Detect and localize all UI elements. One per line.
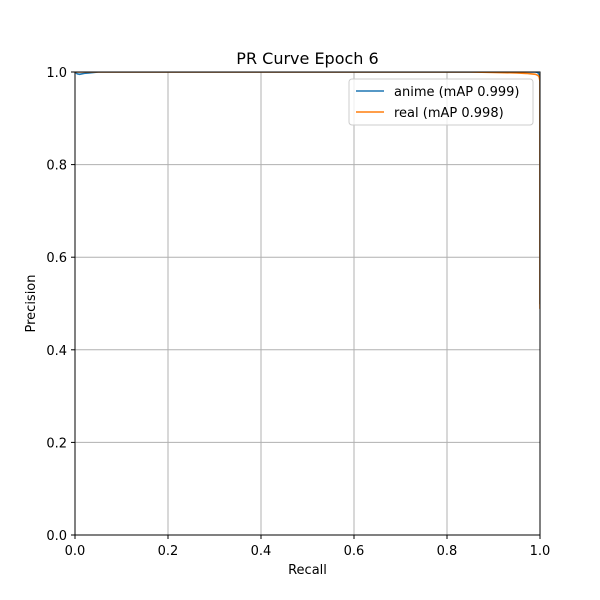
- legend: anime (mAP 0.999) real (mAP 0.998): [348, 78, 534, 126]
- x-tick-label: 0.6: [344, 544, 365, 559]
- y-tick-label: 0.4: [46, 344, 67, 359]
- legend-box: [348, 78, 534, 126]
- x-tick-label: 1.0: [530, 544, 551, 559]
- chart-title: PR Curve Epoch 6: [236, 49, 378, 68]
- y-axis-label: Precision: [24, 274, 39, 332]
- x-tick-label: 0.0: [65, 544, 86, 559]
- y-tick-label: 0.6: [46, 251, 67, 266]
- plot-frame: [74, 71, 541, 536]
- ticks: 0.0 0.2 0.4 0.6 0.8 1.0 0.0 0.2 0.4 0.6 0.8 1.0: [46, 66, 550, 559]
- x-tick-label: 0.8: [437, 544, 458, 559]
- series-layer: [75, 72, 540, 309]
- series-line-anime: [75, 72, 540, 305]
- x-tick-label: 0.4: [251, 544, 272, 559]
- series-line-real: [75, 72, 540, 309]
- grid: [74, 71, 541, 536]
- legend-label-real: real (mAP 0.998): [394, 106, 504, 121]
- y-tick-label: 0.8: [46, 159, 67, 174]
- y-tick-label: 1.0: [46, 66, 67, 81]
- legend-label-anime: anime (mAP 0.999): [394, 85, 520, 100]
- y-tick-label: 0.0: [46, 529, 67, 544]
- y-tick-label: 0.2: [46, 436, 67, 451]
- x-tick-label: 0.2: [158, 544, 179, 559]
- x-axis-label: Recall: [288, 563, 327, 578]
